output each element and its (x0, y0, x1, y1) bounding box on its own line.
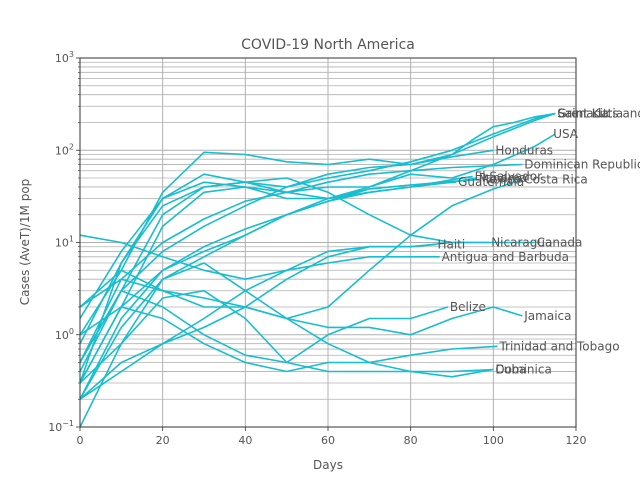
series-label-trinidad-and-tobago: Trinidad and Tobago (498, 339, 619, 353)
x-tick-label: 0 (77, 434, 84, 447)
series-group (80, 112, 556, 427)
series-label-costa-rica: Costa Rica (524, 173, 587, 187)
series-label-honduras: Honduras (495, 143, 553, 157)
series-line-mexico (80, 178, 477, 384)
series-line-el-salvador (80, 175, 473, 400)
series-line-trinidad-and-tobago (80, 306, 498, 373)
series-label-saint-kitts-and-nevis: Saint Kitts and Nevis (557, 107, 640, 121)
series-label-mexico: Mexico (479, 173, 521, 187)
series-line-haiti (80, 243, 436, 400)
y-tick-label: 10−1 (48, 419, 74, 434)
chart-title: COVID-19 North America (241, 37, 415, 53)
series-line-costa-rica (80, 178, 523, 320)
x-axis-label: Days (313, 458, 343, 472)
series-line-dominican-republic (80, 163, 523, 363)
series-line-saint-kitts-and-nevis (80, 112, 556, 363)
series-line-cuba (80, 262, 494, 427)
y-tick-label: 101 (55, 235, 74, 250)
ticks: 10−1 100 101 102 103 0 20 40 60 80 100 120 (48, 50, 586, 447)
y-tick-label: 102 (55, 142, 74, 157)
series-label-nicaragua: Nicaragua (491, 236, 552, 250)
y-axis-label: Cases (AveT)/1M pop (18, 179, 32, 306)
x-tick-label: 20 (156, 434, 170, 447)
series-label-haiti: Haiti (437, 238, 465, 252)
series-label-canada: Canada (537, 236, 583, 250)
y-tick-label: 103 (55, 50, 74, 65)
series-line-panama (80, 177, 477, 319)
series-line-antigua-and-barbuda (80, 234, 440, 281)
series-line-saint-lucia (80, 112, 556, 336)
series-label-dominican-republic: Dominican Republic (524, 158, 640, 172)
series-label-saint-lucia: Saint Lucia (557, 107, 623, 121)
series-label-panama: Panama (479, 171, 527, 185)
x-tick-label: 100 (483, 434, 504, 447)
series-label-el-salvador: El Salvador (475, 169, 542, 183)
series-line-belize (80, 289, 449, 384)
x-tick-label: 60 (321, 434, 335, 447)
series-label-dominica: Dominica (495, 363, 552, 377)
series-label-usa: USA (553, 127, 579, 141)
x-tick-label: 80 (404, 434, 418, 447)
x-tick-label: 120 (566, 434, 587, 447)
x-tick-label: 40 (238, 434, 252, 447)
series-label-guatemala: Guatemala (458, 175, 524, 189)
y-tick-label: 100 (55, 327, 74, 342)
series-label-antigua-and-barbuda: Antigua and Barbuda (442, 250, 569, 264)
series-label-cuba: Cuba (495, 363, 526, 377)
series-line-honduras (80, 149, 494, 372)
series-label-jamaica: Jamaica (523, 309, 571, 323)
series-label-belize: Belize (450, 300, 486, 314)
series-label-grenada: Grenada (557, 107, 608, 121)
